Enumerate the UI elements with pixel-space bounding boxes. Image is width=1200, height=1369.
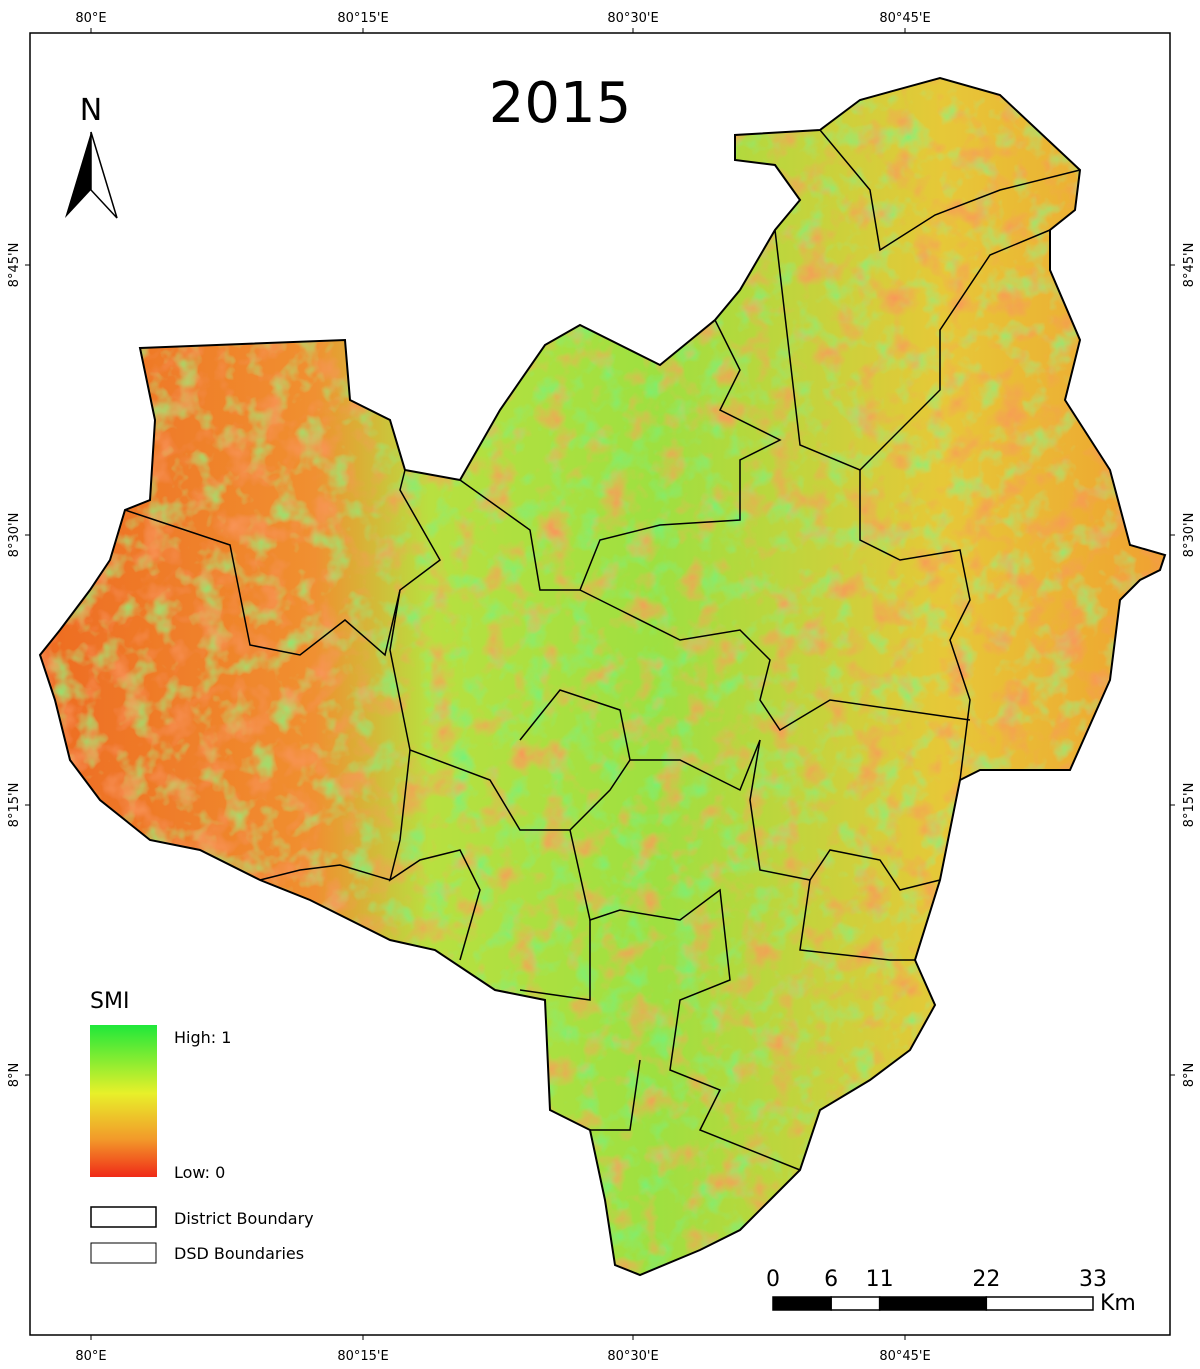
latitude-label: 8°N: [1182, 1063, 1197, 1088]
longitude-label: 80°15'E: [337, 1349, 388, 1364]
scale-label: 22: [972, 1267, 1000, 1292]
latitude-label: 8°45'N: [1182, 243, 1197, 288]
longitude-label: 80°15'E: [337, 11, 388, 26]
legend-ramp: [90, 1025, 157, 1177]
latitude-label: 8°N: [7, 1063, 22, 1088]
scale-segment: [830, 1296, 881, 1311]
legend-title: SMI: [90, 989, 129, 1014]
scale-label: 0: [766, 1267, 780, 1292]
latitude-label: 8°30'N: [1182, 513, 1197, 558]
longitude-label: 80°30'E: [607, 11, 658, 26]
legend-high: High: 1: [174, 1028, 231, 1047]
longitude-label: 80°30'E: [607, 1349, 658, 1364]
longitude-label: 80°E: [75, 11, 106, 26]
scale-segment: [985, 1296, 1094, 1311]
scale-label: 33: [1079, 1267, 1107, 1292]
scale-bar: Km 0 6 11 22 33: [766, 1267, 1136, 1316]
longitude-label: 80°45'E: [879, 1349, 930, 1364]
latitude-label: 8°30'N: [7, 513, 22, 558]
graticule-labels: 80°E 80°E 80°15'E 80°15'E 80°30'E 80°30'E 80°4…: [7, 11, 1197, 1364]
latitude-label: 8°15'N: [1182, 783, 1197, 828]
latitude-label: 8°15'N: [7, 783, 22, 828]
longitude-label: 80°45'E: [879, 11, 930, 26]
scale-segment: [772, 1296, 832, 1311]
north-arrow: N: [65, 93, 118, 219]
legend-item: District Boundary: [174, 1209, 314, 1228]
north-label: N: [80, 93, 102, 128]
legend-low: Low: 0: [174, 1163, 225, 1182]
longitude-label: 80°E: [75, 1349, 106, 1364]
scale-unit: Km: [1100, 1291, 1136, 1316]
dsd-boundaries: [124, 129, 1081, 1171]
scale-label: 11: [866, 1267, 894, 1292]
district-boundary: [38, 76, 1167, 1277]
scale-label: 6: [824, 1267, 838, 1292]
scale-segment: [878, 1296, 988, 1311]
legend: SMI High: 1 Low: 0 District Boundary DSD…: [90, 989, 314, 1264]
legend-item: DSD Boundaries: [174, 1244, 304, 1263]
latitude-label: 8°45'N: [7, 243, 22, 288]
map-title: 2015: [489, 71, 632, 136]
